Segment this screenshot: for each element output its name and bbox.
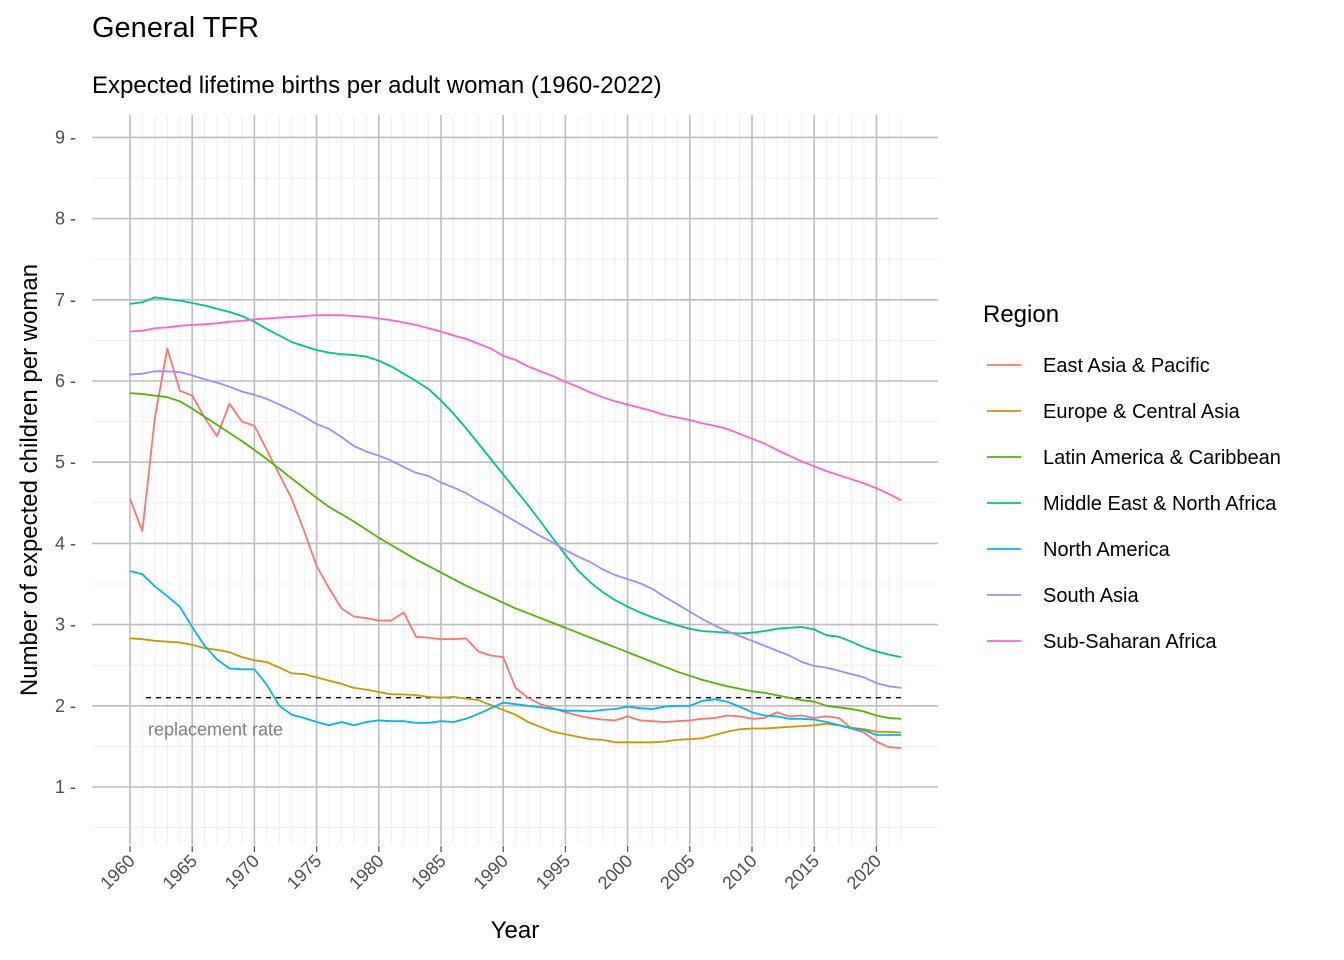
legend-label: Middle East & North Africa [1043, 493, 1277, 515]
y-tick-label: 5 - [55, 452, 76, 472]
y-tick-label: 7 - [55, 290, 76, 310]
x-axis-title: Year [491, 917, 540, 944]
y-axis-title: Number of expected children per woman [16, 264, 43, 696]
x-tick-label: 2010 [718, 851, 760, 893]
x-tick-label: 2005 [656, 851, 698, 893]
series-line-sub-saharan-africa [129, 314, 902, 502]
replacement-rate-label: replacement rate [148, 720, 283, 740]
y-tick-label: 4 - [55, 533, 76, 553]
series-line-latin-america-caribbean [129, 392, 902, 720]
y-axis: 1 - 2 - 3 - 4 - 5 - 6 - 7 - 8 - 9 - [55, 127, 76, 797]
x-tick-label: 2015 [781, 851, 823, 893]
legend-label: Sub-Saharan Africa [1043, 631, 1217, 653]
y-tick-label: 9 - [55, 127, 76, 147]
series-line-north-america [129, 570, 902, 736]
series-line-middle-east-north-africa [129, 296, 902, 658]
y-tick-label: 1 - [55, 777, 76, 797]
legend: Region East Asia & Pacific Europe & Centr… [983, 301, 1281, 653]
y-tick-label: 6 - [55, 371, 76, 391]
legend-label: East Asia & Pacific [1043, 355, 1210, 377]
x-tick-label: 2000 [594, 851, 636, 893]
series-line-south-asia [129, 370, 902, 689]
x-tick-label: 2020 [843, 851, 885, 893]
y-tick-label: 3 - [55, 615, 76, 635]
x-tick-label: 1995 [532, 851, 574, 893]
x-tick-label: 1980 [345, 851, 387, 893]
x-tick-label: 1990 [470, 851, 512, 893]
legend-title: Region [983, 301, 1059, 328]
legend-label: Europe & Central Asia [1043, 401, 1241, 423]
chart-title: General TFR [92, 12, 260, 44]
x-tick-label: 1975 [283, 851, 325, 893]
x-axis: 1960 1965 1970 1975 1980 1985 1990 1995 2000 2005… [96, 846, 885, 893]
legend-label: South Asia [1043, 585, 1140, 607]
major-gridlines [92, 115, 938, 845]
chart-subtitle: Expected lifetime births per adult woman… [92, 72, 662, 99]
y-tick-label: 2 - [55, 696, 76, 716]
x-tick-label: 1985 [407, 851, 449, 893]
series-line-europe-central-asia [129, 637, 902, 744]
replacement-rate-layer: replacement rate [146, 696, 902, 740]
legend-label: Latin America & Caribbean [1043, 447, 1281, 469]
y-tick-label: 8 - [55, 209, 76, 229]
x-tick-label: 1970 [221, 851, 263, 893]
series-line-east-asia-pacific [129, 347, 902, 749]
x-tick-label: 1965 [159, 851, 201, 893]
series-layer [129, 296, 902, 749]
legend-label: North America [1043, 539, 1171, 561]
x-tick-label: 1960 [96, 851, 138, 893]
minor-gridlines [92, 115, 938, 845]
